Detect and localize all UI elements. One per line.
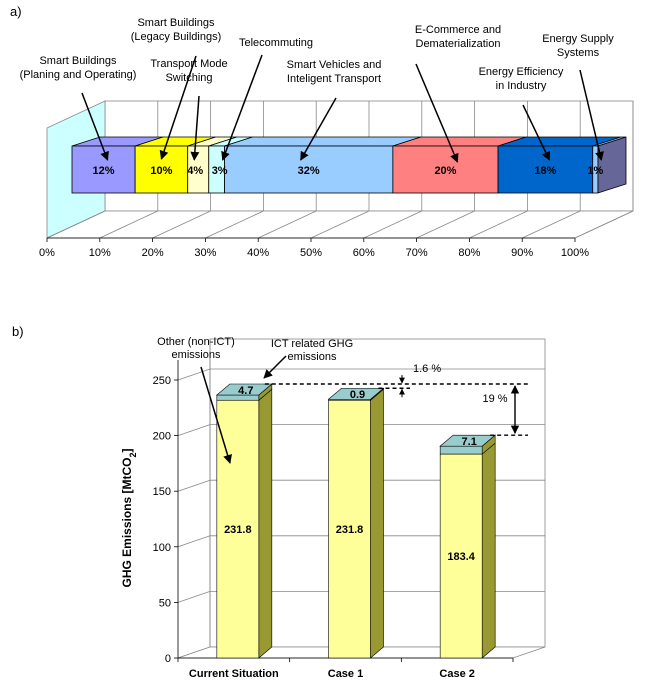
category-label-a: Smart Vehicles and [287, 59, 382, 71]
grid-depth-b [177, 479, 211, 492]
category-label-b: Case 2 [439, 668, 474, 680]
x-tick-label-a: 50% [300, 247, 322, 259]
callout-arrow-a [159, 55, 197, 160]
x-tick-label-a: 0% [39, 247, 55, 259]
callout-arrow-a [221, 54, 263, 161]
bar-a-segment [392, 145, 499, 194]
y-axis-label-subscript: 2 [128, 452, 138, 457]
category-label-a: Smart Buildings [39, 55, 117, 67]
annotation-other-arrow [200, 366, 232, 464]
x-tick-label-a: 80% [458, 247, 480, 259]
category-label-a: Energy Efficiency [479, 66, 564, 78]
annotation-ict: emissions [288, 351, 337, 363]
floor-line [574, 210, 634, 239]
bar-b-ict-label: 4.7 [238, 385, 253, 397]
x-tick-label-a: 90% [511, 247, 533, 259]
floor-line [46, 210, 106, 239]
y-axis-label-end: ] [120, 448, 134, 452]
bar-b-segment [439, 453, 483, 659]
bar-a-segment [224, 145, 394, 194]
y-tick-label-b: 200 [153, 431, 171, 443]
x-tick-label-a: 20% [142, 247, 164, 259]
category-label-a: in Industry [496, 80, 547, 92]
bar-a-value-label: 3% [212, 165, 228, 177]
y-tick-label-b: 50 [159, 597, 171, 609]
annotation-pct-case2: 19 % [482, 393, 507, 405]
floor-line [469, 210, 528, 239]
bar-b-ict-label: 0.9 [350, 389, 365, 401]
category-label-a: E-Commerce and [415, 24, 501, 36]
y-tick-label-b: 0 [165, 653, 171, 665]
bar-a-value-label: 32% [298, 165, 320, 177]
callout-arrow-a [415, 63, 459, 163]
floor-line [363, 210, 422, 239]
bar-a-value-label: 4% [187, 165, 203, 177]
grid-depth-b [177, 368, 211, 381]
category-label-a: Energy Supply [542, 33, 614, 45]
grid-depth-b [177, 424, 211, 436]
category-label-a: Telecommuting [239, 37, 313, 49]
floor-line [205, 210, 264, 239]
annotation-ict-arrow [263, 355, 287, 379]
bar-a-top [224, 136, 421, 147]
x-tick-label-a: 40% [247, 247, 269, 259]
y-axis-label-b: GHG Emissions [MtCO2] [120, 448, 138, 587]
x-tick-label-a: 30% [194, 247, 216, 259]
bar-b-side [258, 388, 273, 659]
bar-b-value-label: 231.8 [336, 524, 364, 536]
floor-line [99, 210, 158, 239]
category-label-b: Case 1 [328, 668, 363, 680]
bar-a-value-label: 18% [534, 165, 556, 177]
annotation-ict: ICT related GHG [271, 338, 353, 350]
annotation-other: Other (non-ICT) [157, 336, 235, 348]
bar-b-ict-label: 7.1 [462, 436, 477, 448]
floor-line [310, 210, 370, 239]
bar-b-value-label: 231.8 [224, 524, 252, 536]
bar-b-top [327, 387, 385, 400]
bar-b-side [370, 388, 384, 659]
callout-arrow-a [81, 92, 109, 161]
floor-line [522, 210, 581, 239]
category-label-a: Transport Mode [150, 58, 227, 70]
category-label-a: Inteligent Transport [287, 73, 381, 85]
bar-a-value-label: 12% [93, 165, 115, 177]
y-tick-label-b: 150 [153, 486, 171, 498]
floor-line [152, 210, 211, 239]
category-label-b: Current Situation [189, 668, 279, 680]
bar-b-segment [328, 399, 371, 659]
annotation-pct-case1: 1.6 % [413, 363, 441, 375]
bar-b-top [439, 434, 496, 447]
callout-arrow-a [300, 97, 337, 161]
x-tick-label-a: 10% [89, 247, 111, 259]
floor-line [416, 210, 475, 239]
x-tick-label-a: 100% [561, 247, 589, 259]
panel-b-label: b) [12, 324, 24, 339]
callout-arrow-a [190, 95, 200, 161]
grid-depth-b [177, 535, 211, 548]
bar-b-value-label: 183.4 [447, 551, 475, 563]
floor-line [258, 210, 317, 239]
category-label-a: (Legacy Buildings) [131, 31, 222, 43]
category-label-a: (Planing and Operating) [20, 69, 137, 81]
category-label-a: Dematerialization [416, 38, 501, 50]
category-label-a: Smart Buildings [137, 17, 215, 29]
bar-a-end [597, 136, 627, 194]
grid-depth-b [177, 591, 211, 603]
category-label-a: Switching [165, 72, 212, 84]
x-tick-label-a: 60% [353, 247, 375, 259]
panel-a-label: a) [10, 4, 22, 19]
annotation-other: emissions [172, 349, 221, 361]
y-tick-label-b: 100 [153, 542, 171, 554]
bar-b-side [481, 442, 496, 659]
bar-a-value-label: 20% [434, 165, 456, 177]
x-tick-label-a: 70% [406, 247, 428, 259]
y-tick-label-b: 250 [153, 375, 171, 387]
callout-arrow-a [579, 69, 604, 161]
category-label-a: Systems [557, 47, 600, 59]
callout-arrow-a [522, 104, 551, 161]
y-axis-label-main: GHG Emissions [MtCO [120, 458, 134, 588]
bar-a-value-label: 1% [587, 165, 603, 177]
bar-a-value-label: 10% [150, 165, 172, 177]
